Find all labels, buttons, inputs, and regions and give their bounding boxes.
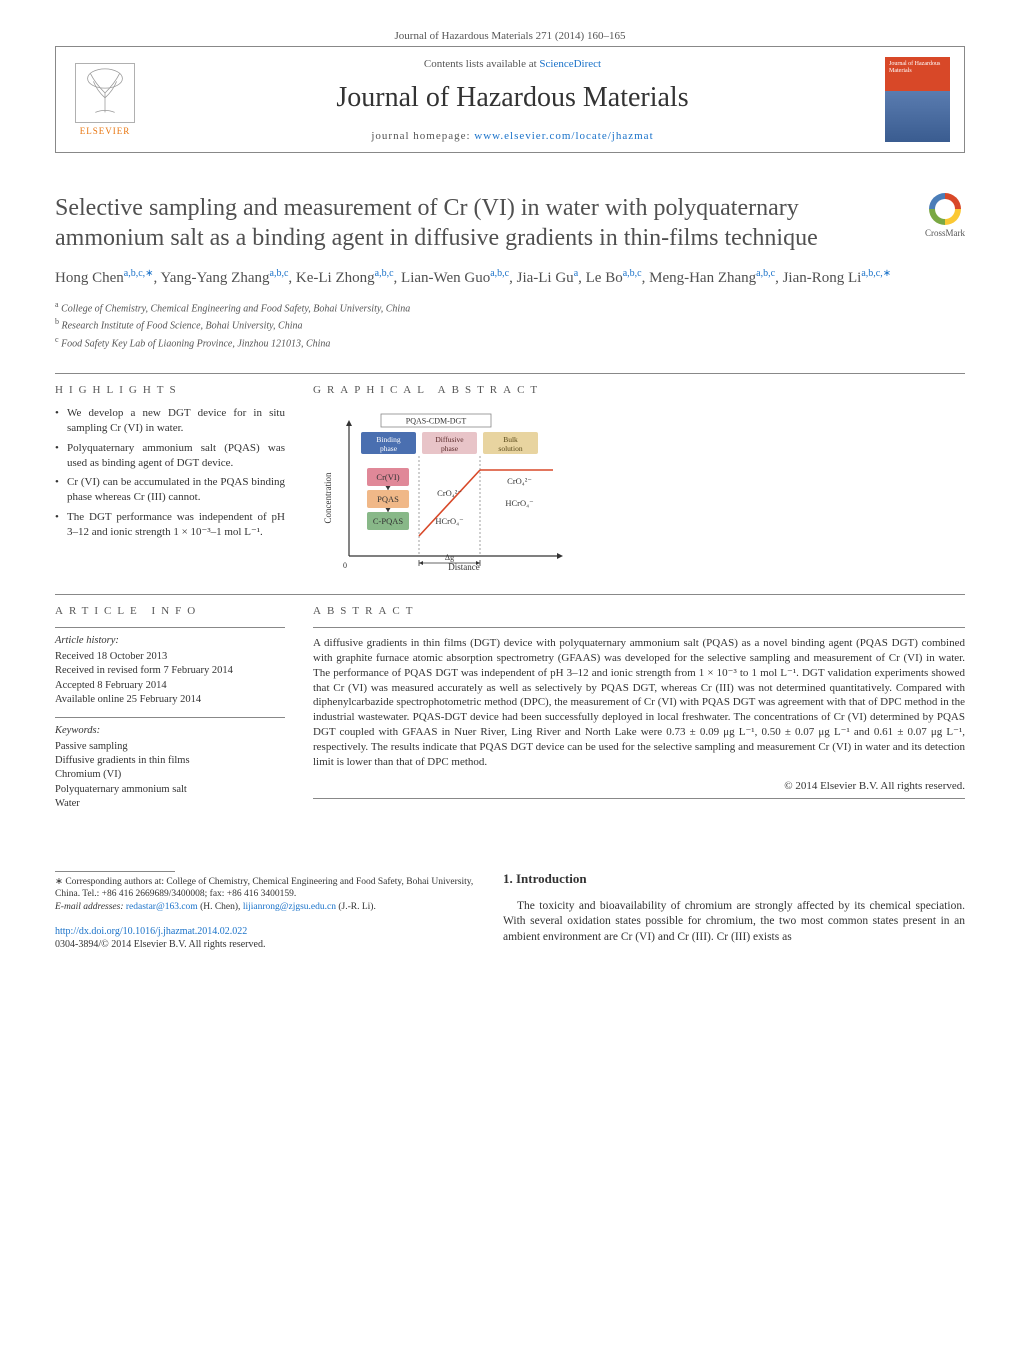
highlights-heading: HIGHLIGHTS	[55, 384, 285, 396]
svg-text:PQAS: PQAS	[377, 494, 399, 504]
elsevier-label: ELSEVIER	[80, 126, 131, 136]
svg-text:CrO₄²⁻: CrO₄²⁻	[507, 476, 532, 486]
article-history-heading: Article history:	[55, 634, 285, 648]
journal-cover-thumbnail: Journal of Hazardous Materials	[885, 57, 950, 142]
author-list: Hong Chena,b,c,∗, Yang-Yang Zhanga,b,c, …	[55, 267, 965, 289]
svg-text:Binding: Binding	[376, 435, 400, 444]
affiliations: a College of Chemistry, Chemical Enginee…	[55, 299, 965, 351]
svg-text:phase: phase	[441, 444, 459, 453]
introduction-text: The toxicity and bioavailability of chro…	[503, 899, 965, 946]
graphical-abstract-heading: GRAPHICAL ABSTRACT	[313, 384, 965, 396]
email-label: E-mail addresses:	[55, 902, 126, 912]
homepage-prefix: journal homepage:	[371, 130, 474, 142]
keywords-heading: Keywords:	[55, 724, 285, 738]
footnote-rule	[55, 871, 175, 872]
highlights-item: Polyquaternary ammonium salt (PQAS) was …	[55, 441, 285, 471]
issn-copyright-line: 0304-3894/© 2014 Elsevier B.V. All right…	[55, 939, 265, 950]
journal-name: Journal of Hazardous Materials	[140, 82, 885, 114]
svg-text:HCrO₄⁻: HCrO₄⁻	[505, 498, 534, 508]
svg-text:HCrO₄⁻: HCrO₄⁻	[435, 516, 464, 526]
doi-block: http://dx.doi.org/10.1016/j.jhazmat.2014…	[55, 925, 475, 951]
divider	[55, 627, 285, 628]
introduction-heading: 1. Introduction	[503, 871, 965, 887]
doi-link[interactable]: http://dx.doi.org/10.1016/j.jhazmat.2014…	[55, 926, 247, 937]
svg-text:Cr(VI): Cr(VI)	[376, 472, 399, 482]
article-info-block: Article history: Received 18 October 201…	[55, 634, 285, 811]
journal-cover-title: Journal of Hazardous Materials	[889, 61, 950, 74]
running-head: Journal of Hazardous Materials 271 (2014…	[55, 30, 965, 42]
elsevier-logo: ELSEVIER	[70, 57, 140, 142]
highlights-item: We develop a new DGT device for in situ …	[55, 406, 285, 436]
crossmark-icon	[929, 193, 961, 225]
svg-text:Concentration: Concentration	[323, 472, 333, 523]
highlights-item: The DGT performance was independent of p…	[55, 510, 285, 540]
journal-header-box: ELSEVIER Contents lists available at Sci…	[55, 46, 965, 153]
email-link[interactable]: redastar@163.com	[126, 902, 198, 912]
corresponding-author-note: ∗ Corresponding authors at: College of C…	[55, 876, 475, 901]
svg-text:phase: phase	[380, 444, 398, 453]
sciencedirect-link[interactable]: ScienceDirect	[539, 58, 601, 70]
divider	[313, 798, 965, 799]
contents-prefix: Contents lists available at	[424, 58, 539, 70]
journal-homepage-link[interactable]: www.elsevier.com/locate/jhazmat	[474, 130, 653, 142]
svg-text:Δg: Δg	[445, 553, 454, 562]
svg-text:PQAS-CDM-DGT: PQAS-CDM-DGT	[406, 416, 467, 425]
graphical-abstract-diagram: 0ConcentrationDistanceBindingphaseDiffus…	[319, 406, 569, 576]
svg-text:CrO₄²⁻: CrO₄²⁻	[437, 488, 462, 498]
contents-available-line: Contents lists available at ScienceDirec…	[140, 58, 885, 70]
email-line: E-mail addresses: redastar@163.com (H. C…	[55, 901, 475, 913]
svg-text:solution: solution	[498, 444, 522, 453]
abstract-text: A diffusive gradients in thin films (DGT…	[313, 636, 965, 770]
journal-homepage-line: journal homepage: www.elsevier.com/locat…	[140, 130, 885, 142]
divider	[55, 594, 965, 595]
elsevier-tree-icon	[75, 63, 135, 123]
abstract-copyright: © 2014 Elsevier B.V. All rights reserved…	[313, 780, 965, 792]
svg-text:Distance: Distance	[448, 562, 480, 572]
crossmark-label: CrossMark	[925, 228, 965, 238]
svg-text:Diffusive: Diffusive	[435, 435, 464, 444]
highlights-list: We develop a new DGT device for in situ …	[55, 406, 285, 540]
svg-text:C-PQAS: C-PQAS	[373, 516, 404, 526]
article-history-list: Received 18 October 2013Received in revi…	[55, 650, 285, 707]
footnotes-block: ∗ Corresponding authors at: College of C…	[55, 876, 475, 913]
crossmark-badge[interactable]: CrossMark	[925, 193, 965, 238]
svg-text:0: 0	[343, 561, 347, 570]
divider	[55, 717, 285, 718]
abstract-heading: ABSTRACT	[313, 605, 965, 617]
divider	[55, 373, 965, 374]
svg-text:Bulk: Bulk	[503, 435, 518, 444]
article-info-heading: ARTICLE INFO	[55, 605, 285, 617]
highlights-item: Cr (VI) can be accumulated in the PQAS b…	[55, 475, 285, 505]
article-title: Selective sampling and measurement of Cr…	[55, 193, 925, 253]
keywords-list: Passive samplingDiffusive gradients in t…	[55, 740, 285, 811]
email-link[interactable]: lijianrong@zjgsu.edu.cn	[243, 902, 336, 912]
divider	[313, 627, 965, 628]
